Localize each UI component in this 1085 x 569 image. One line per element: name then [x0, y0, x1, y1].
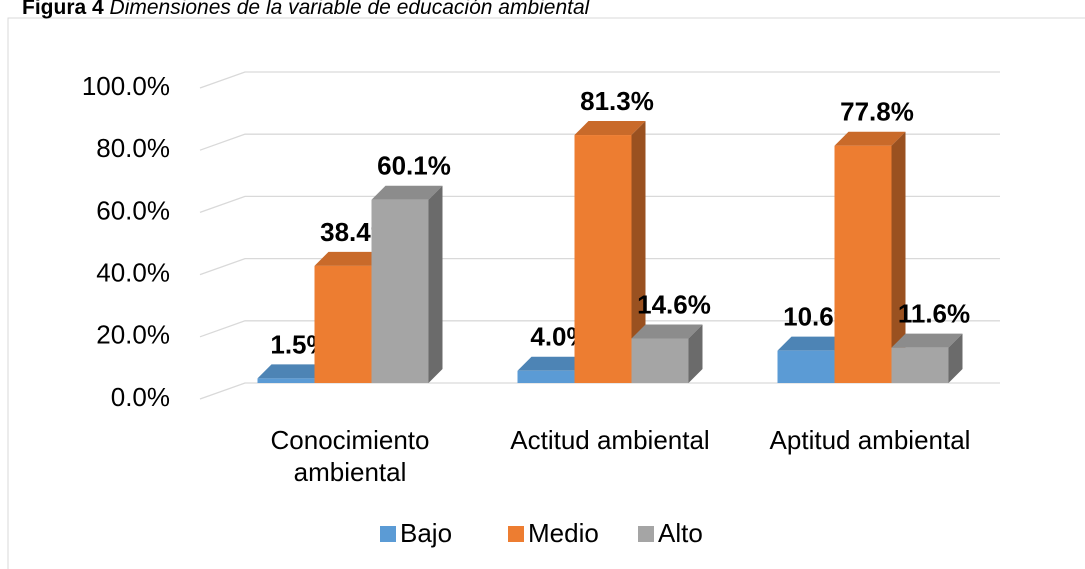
bar	[517, 370, 575, 383]
title-text: Dimensiones de la variable de educación …	[110, 0, 591, 19]
title-label: Figura 4	[22, 0, 104, 19]
legend-label: Alto	[658, 518, 703, 548]
bar-side	[428, 185, 443, 383]
y-tick-label: 0.0%	[111, 382, 170, 412]
bar	[257, 378, 315, 383]
legend-label: Medio	[528, 518, 599, 548]
y-tick-label: 100.0%	[82, 71, 170, 101]
grid-line	[199, 195, 1000, 214]
bar-top	[517, 356, 589, 371]
y-tick-label: 20.0%	[96, 320, 170, 350]
bar-top	[257, 364, 329, 379]
bar	[371, 199, 429, 383]
bar-top	[834, 131, 906, 146]
data-label: 60.1%	[377, 151, 451, 181]
chart-border	[7, 17, 1085, 569]
bar	[891, 347, 949, 383]
bar	[777, 350, 835, 383]
bar-top	[574, 121, 646, 136]
grid-line	[199, 71, 1000, 89]
y-tick-label: 40.0%	[96, 257, 170, 287]
bar-top	[631, 324, 703, 339]
data-label: 77.8%	[840, 97, 914, 127]
bar-top	[891, 333, 963, 348]
y-tick-label: 60.0%	[96, 195, 170, 225]
grid-line	[199, 133, 1000, 151]
x-tick-label: Aptitud ambiental	[769, 425, 971, 455]
y-tick-label: 80.0%	[96, 133, 170, 163]
bar	[314, 265, 372, 383]
bar-side	[891, 131, 906, 383]
data-label: 11.6%	[898, 298, 970, 328]
bar	[631, 338, 689, 383]
bar-side	[688, 324, 703, 383]
bar-side	[948, 333, 963, 383]
grid-line	[199, 257, 1000, 276]
bar	[834, 145, 892, 383]
bar-top	[371, 185, 443, 200]
legend-label: Bajo	[400, 518, 452, 548]
bar-top	[314, 251, 386, 266]
x-tick-label: Conocimiento ambiental	[270, 425, 430, 487]
bar-top	[777, 336, 849, 351]
bar	[574, 135, 632, 383]
x-tick-label: Actitud ambiental	[510, 425, 710, 455]
bar-side	[631, 121, 646, 383]
grid-line	[199, 382, 1000, 400]
data-label: 14.6%	[637, 289, 711, 319]
legend-swatch	[380, 526, 396, 542]
legend-swatch	[638, 526, 654, 542]
grid-line	[199, 320, 1000, 338]
legend-swatch	[508, 526, 524, 542]
chart-title: Figura 4 Dimensiones de la variable de e…	[22, 0, 591, 19]
data-label: 81.3%	[580, 86, 654, 116]
